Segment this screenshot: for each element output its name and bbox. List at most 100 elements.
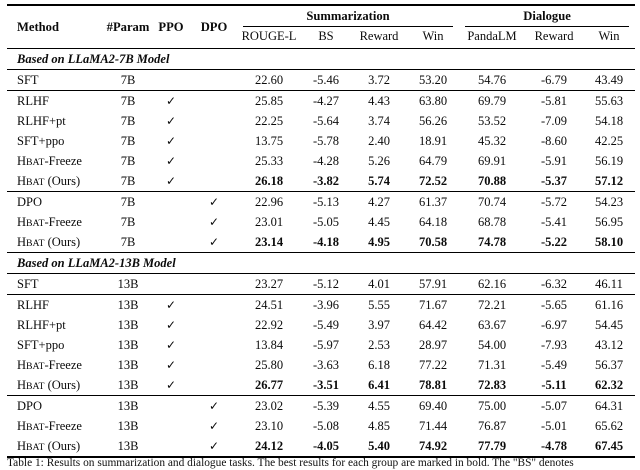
value-cell: -5.13	[301, 191, 351, 212]
param-cell: 7B	[120, 113, 136, 128]
column-header-ppo: PPO	[151, 5, 191, 49]
method-segment: RLHF+pt	[17, 317, 66, 332]
value-cell: 45.32	[477, 133, 507, 148]
param-cell: 13B	[117, 418, 139, 433]
column-header-sum-reward: Reward	[351, 27, 407, 49]
value-cell: 13.75	[254, 133, 284, 148]
table-caption: Table 1: Results on summarization and di…	[7, 457, 574, 469]
value-cell: 58.10	[594, 234, 624, 249]
param-cell: 13B	[105, 273, 151, 295]
value-cell: 54.45	[594, 317, 624, 332]
ppo-check-icon: ✓	[165, 357, 177, 372]
value-cell: -8.60	[540, 133, 568, 148]
column-group-dialogue: Dialogue	[459, 5, 635, 27]
value-cell: 4.85	[368, 418, 390, 433]
value-cell: 74.78	[477, 234, 507, 249]
method-smallcaps-segment: BAT	[26, 237, 45, 249]
column-header-param: #Param	[105, 5, 151, 49]
method-segment: (Ours)	[44, 234, 81, 249]
method-cell: RLHF+pt	[7, 111, 105, 131]
method-segment: SFT+ppo	[17, 133, 65, 148]
section-heading: Based on LLaMA2-7B Model	[7, 48, 636, 70]
table-row: RLHF 13B ✓ 24.51 -3.96 5.55 71.67 72.21 -5.65 61.…	[7, 294, 636, 315]
value-cell: 56.95	[594, 214, 624, 229]
value-cell: 70.58	[418, 234, 448, 249]
table-row: HBAT (Ours) 7B ✓ 26.18 -3.82 5.74 72.52 70.88 -5…	[7, 171, 635, 192]
value-cell: 64.31	[583, 395, 636, 416]
method-segment: -Freeze	[44, 214, 82, 229]
value-cell: 25.85	[237, 90, 301, 111]
table-header: Method #Param PPO DPO Summarization Dial…	[7, 5, 636, 49]
section-heading-row: Based on LLaMA2-7B Model	[7, 48, 636, 70]
value-cell: 56.26	[418, 113, 448, 128]
value-cell: -7.93	[540, 337, 568, 352]
table-row: HBAT (Ours) 13B ✓ 24.12 -4.05 5.40 74.92 77.79 -…	[7, 436, 635, 457]
method-segment: DPO	[17, 398, 43, 413]
value-cell: 53.52	[477, 113, 507, 128]
value-cell: 5.26	[368, 153, 390, 168]
value-cell: 76.87	[477, 418, 507, 433]
value-cell: -5.22	[540, 234, 568, 249]
value-cell: 71.44	[418, 418, 448, 433]
method-cell: HBAT (Ours)	[7, 436, 105, 457]
method-cell: HBAT-Freeze	[7, 355, 105, 375]
method-segment: H	[17, 173, 27, 188]
table-row: SFT+ppo 13B ✓ 13.84 -5.97 2.53 28.97 54.00 -7.93…	[7, 335, 635, 355]
value-cell: -5.39	[301, 395, 351, 416]
value-cell: -6.32	[525, 273, 584, 295]
method-cell: DPO	[7, 191, 105, 212]
value-cell: -5.46	[301, 69, 351, 91]
value-cell: 4.45	[368, 214, 390, 229]
value-cell: 24.12	[254, 438, 284, 453]
ppo-check-icon	[151, 232, 191, 253]
param-cell: 13B	[117, 317, 139, 332]
table-row: RLHF 7B ✓ 25.85 -4.27 4.43 63.80 69.79 -5.81 55.6…	[7, 90, 636, 111]
value-cell: -5.37	[540, 173, 568, 188]
value-cell: 56.37	[594, 357, 624, 372]
value-cell: 26.18	[254, 173, 284, 188]
param-cell: 7B	[120, 214, 136, 229]
method-cell: HBAT (Ours)	[7, 232, 105, 253]
param-cell: 7B	[120, 153, 136, 168]
column-header-dlg-win: Win	[583, 27, 636, 49]
value-cell: 54.23	[583, 191, 636, 212]
value-cell: 62.32	[594, 377, 624, 392]
value-cell: 23.02	[237, 395, 301, 416]
value-cell: -5.64	[312, 113, 340, 128]
method-segment: -Freeze	[44, 357, 82, 372]
value-cell: 77.22	[418, 357, 448, 372]
ppo-check-icon: ✓	[165, 133, 177, 148]
table-row: DPO 7B ✓ 22.96 -5.13 4.27 61.37 70.74 -5.72 54.23	[7, 191, 636, 212]
dpo-check-icon	[191, 355, 237, 375]
value-cell: -4.27	[301, 90, 351, 111]
method-cell: HBAT-Freeze	[7, 151, 105, 171]
param-cell: 13B	[105, 294, 151, 315]
ppo-check-icon: ✓	[165, 317, 177, 332]
method-segment: SFT	[17, 72, 39, 87]
dpo-check-icon	[191, 375, 237, 396]
method-segment: SFT	[17, 276, 39, 291]
method-cell: RLHF	[7, 294, 105, 315]
value-cell: 18.91	[418, 133, 448, 148]
dpo-check-icon: ✓	[208, 234, 220, 249]
method-cell: RLHF	[7, 90, 105, 111]
value-cell: 75.00	[459, 395, 526, 416]
param-cell: 7B	[105, 69, 151, 91]
column-header-dpo: DPO	[191, 5, 237, 49]
column-group-summarization: Summarization	[237, 5, 459, 27]
value-cell: 42.25	[594, 133, 624, 148]
dpo-check-icon	[191, 69, 237, 91]
table-row: HBAT-Freeze 13B ✓ 23.10 -5.08 4.85 71.44 76.87 -…	[7, 416, 635, 436]
ppo-check-icon: ✓	[165, 337, 177, 352]
method-cell: SFT	[7, 69, 105, 91]
value-cell: 46.11	[583, 273, 636, 295]
value-cell: 4.01	[351, 273, 407, 295]
value-cell: 43.49	[583, 69, 636, 91]
method-segment: H	[17, 377, 27, 392]
value-cell: 24.51	[237, 294, 301, 315]
value-cell: 13.84	[254, 337, 284, 352]
value-cell: -5.05	[312, 214, 340, 229]
value-cell: 68.78	[477, 214, 507, 229]
method-smallcaps-segment: BAT	[26, 380, 45, 392]
value-cell: 70.88	[477, 173, 507, 188]
